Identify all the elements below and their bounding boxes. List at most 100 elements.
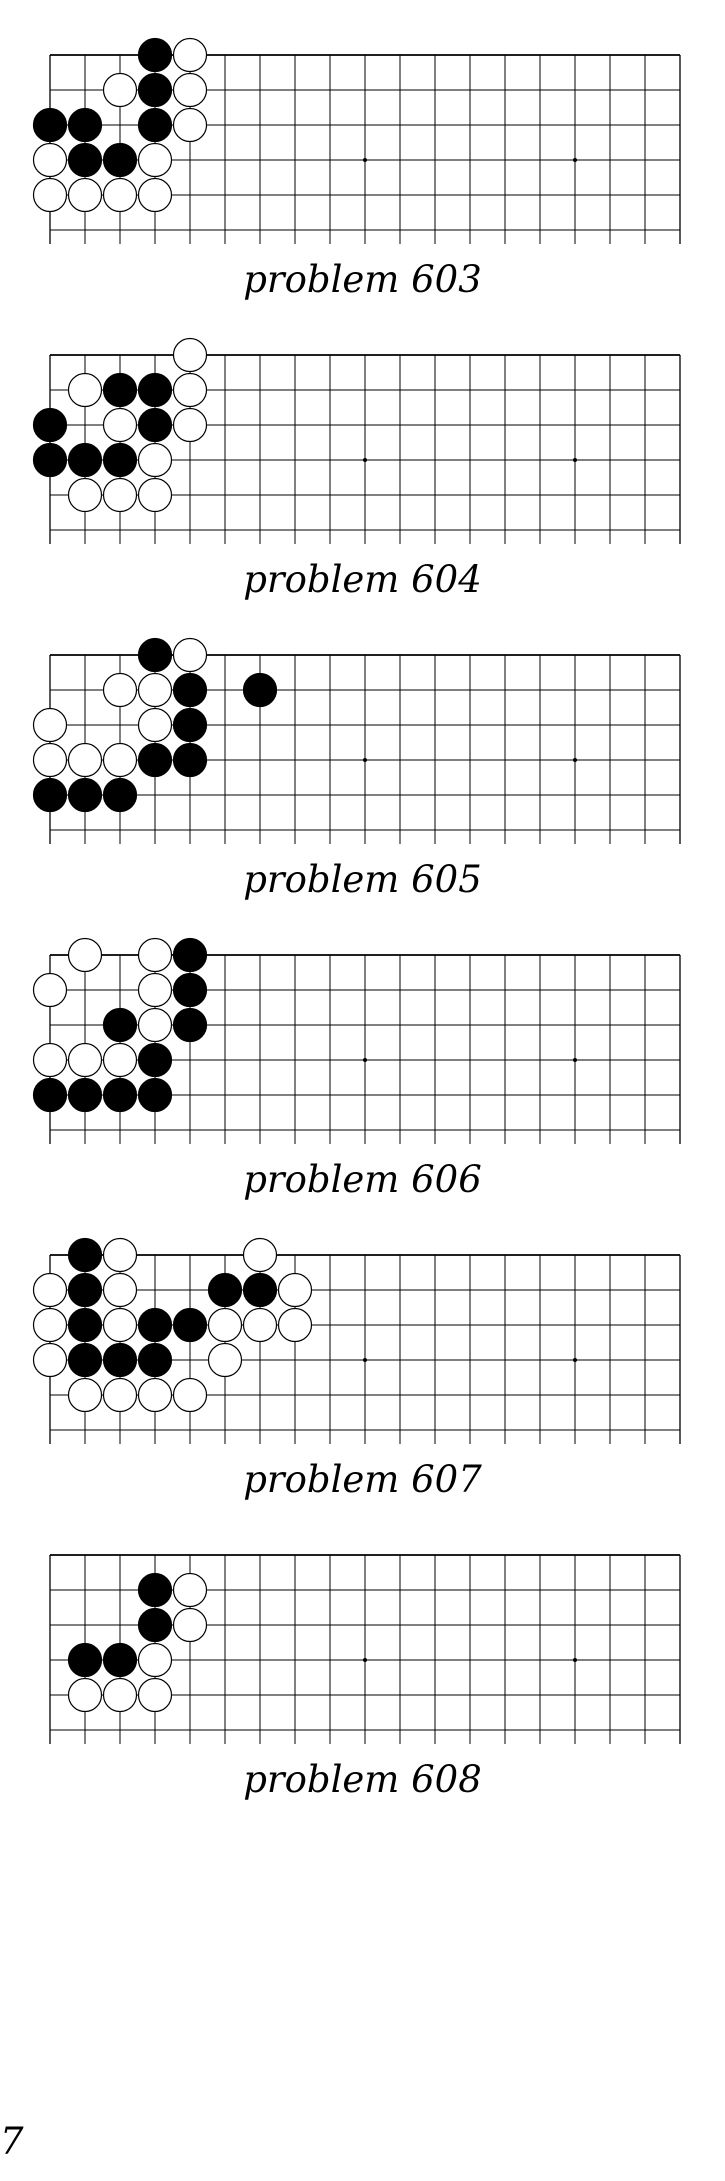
black-stone bbox=[32, 107, 68, 143]
black-stone bbox=[172, 972, 208, 1008]
white-stone bbox=[32, 1307, 68, 1343]
white-stone bbox=[67, 937, 103, 973]
star-point bbox=[573, 458, 577, 462]
black-stone bbox=[67, 777, 103, 813]
black-stone bbox=[102, 372, 138, 408]
white-stone bbox=[102, 1377, 138, 1413]
star-point bbox=[363, 1658, 367, 1662]
white-stone bbox=[137, 972, 173, 1008]
white-stone bbox=[242, 1237, 278, 1273]
go-board-2 bbox=[32, 337, 681, 544]
white-stone bbox=[137, 1677, 173, 1713]
black-stone bbox=[207, 1272, 243, 1308]
white-stone bbox=[277, 1307, 313, 1343]
star-point bbox=[363, 458, 367, 462]
page-number: 7 bbox=[0, 2120, 24, 2163]
white-stone bbox=[172, 1572, 208, 1608]
black-stone bbox=[172, 707, 208, 743]
white-stone bbox=[32, 1272, 68, 1308]
white-stone bbox=[102, 1042, 138, 1078]
black-stone bbox=[102, 442, 138, 478]
black-stone bbox=[137, 742, 173, 778]
problem-caption-604: problem 604 bbox=[243, 558, 482, 601]
white-stone bbox=[207, 1342, 243, 1378]
white-stone bbox=[137, 142, 173, 178]
black-stone bbox=[67, 1077, 103, 1113]
black-stone bbox=[32, 442, 68, 478]
white-stone bbox=[102, 477, 138, 513]
black-stone bbox=[137, 1607, 173, 1643]
white-stone bbox=[172, 1377, 208, 1413]
star-point bbox=[573, 758, 577, 762]
white-stone bbox=[137, 1007, 173, 1043]
white-stone bbox=[67, 1042, 103, 1078]
white-stone bbox=[32, 742, 68, 778]
white-stone bbox=[172, 107, 208, 143]
problem-caption-608: problem 608 bbox=[243, 1758, 482, 1801]
white-stone bbox=[137, 442, 173, 478]
black-stone bbox=[67, 1642, 103, 1678]
white-stone bbox=[102, 1307, 138, 1343]
black-stone bbox=[137, 1042, 173, 1078]
white-stone bbox=[102, 672, 138, 708]
black-stone bbox=[102, 1342, 138, 1378]
white-stone bbox=[102, 1677, 138, 1713]
star-point bbox=[573, 1358, 577, 1362]
black-stone bbox=[137, 72, 173, 108]
problem-caption-603: problem 603 bbox=[243, 258, 482, 301]
white-stone bbox=[67, 177, 103, 213]
black-stone bbox=[137, 1572, 173, 1608]
black-stone bbox=[67, 1342, 103, 1378]
white-stone bbox=[67, 742, 103, 778]
black-stone bbox=[242, 672, 278, 708]
black-stone bbox=[137, 372, 173, 408]
white-stone bbox=[102, 742, 138, 778]
black-stone bbox=[137, 637, 173, 673]
star-point bbox=[573, 1658, 577, 1662]
star-point bbox=[363, 758, 367, 762]
black-stone bbox=[102, 777, 138, 813]
white-stone bbox=[172, 337, 208, 373]
white-stone bbox=[172, 637, 208, 673]
white-stone bbox=[172, 407, 208, 443]
black-stone bbox=[32, 407, 68, 443]
go-board-1 bbox=[32, 37, 681, 244]
black-stone bbox=[67, 107, 103, 143]
black-stone bbox=[172, 1307, 208, 1343]
white-stone bbox=[207, 1307, 243, 1343]
white-stone bbox=[137, 1377, 173, 1413]
black-stone bbox=[102, 1007, 138, 1043]
white-stone bbox=[67, 372, 103, 408]
black-stone bbox=[102, 1642, 138, 1678]
black-stone bbox=[242, 1272, 278, 1308]
black-stone bbox=[67, 142, 103, 178]
white-stone bbox=[137, 177, 173, 213]
white-stone bbox=[137, 1642, 173, 1678]
black-stone bbox=[32, 1077, 68, 1113]
black-stone bbox=[32, 777, 68, 813]
problem-caption-606: problem 606 bbox=[243, 1158, 482, 1201]
black-stone bbox=[67, 1307, 103, 1343]
white-stone bbox=[32, 177, 68, 213]
go-board-6 bbox=[49, 1554, 681, 1744]
black-stone bbox=[137, 1307, 173, 1343]
white-stone bbox=[102, 72, 138, 108]
white-stone bbox=[32, 1342, 68, 1378]
white-stone bbox=[137, 707, 173, 743]
white-stone bbox=[32, 707, 68, 743]
black-stone bbox=[137, 107, 173, 143]
star-point bbox=[363, 1058, 367, 1062]
problem-caption-607: problem 607 bbox=[243, 1458, 482, 1501]
black-stone bbox=[137, 1077, 173, 1113]
go-board-5 bbox=[32, 1237, 681, 1444]
black-stone bbox=[137, 407, 173, 443]
go-board-4 bbox=[32, 937, 681, 1144]
star-point bbox=[573, 158, 577, 162]
white-stone bbox=[242, 1307, 278, 1343]
white-stone bbox=[32, 1042, 68, 1078]
black-stone bbox=[137, 1342, 173, 1378]
black-stone bbox=[172, 1007, 208, 1043]
white-stone bbox=[102, 1237, 138, 1273]
black-stone bbox=[172, 672, 208, 708]
